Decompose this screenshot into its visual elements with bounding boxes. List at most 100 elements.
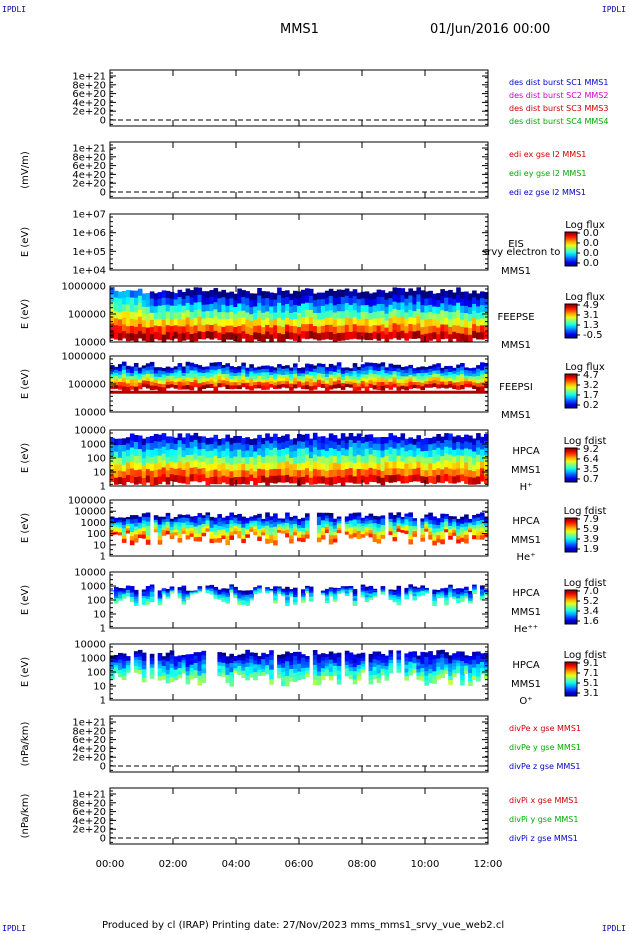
spectrogram-cell bbox=[257, 589, 262, 591]
spectrogram-cell bbox=[432, 436, 437, 444]
spectrogram-cell bbox=[153, 299, 159, 307]
spectrogram-cell bbox=[225, 536, 230, 541]
spectrogram-cell bbox=[428, 516, 433, 521]
spectrogram-cell bbox=[297, 441, 302, 450]
spectrogram-cell bbox=[380, 662, 386, 667]
spectrogram-cell bbox=[213, 362, 219, 367]
spectrogram-cell bbox=[316, 373, 322, 378]
spectrogram-cell bbox=[249, 456, 254, 464]
spectrogram-cell bbox=[340, 590, 346, 592]
spectrogram-cell bbox=[217, 365, 222, 370]
spectrogram-cell bbox=[408, 288, 413, 297]
spectrogram-cell bbox=[368, 526, 374, 531]
spectrogram-cell bbox=[472, 659, 477, 665]
spectrogram-cell bbox=[289, 370, 294, 375]
spectrogram-cell bbox=[114, 596, 119, 599]
spectrogram-cell bbox=[125, 369, 131, 374]
spectrogram-cell bbox=[297, 522, 302, 526]
spectrogram-cell bbox=[356, 454, 362, 463]
spectrogram-cell bbox=[356, 657, 362, 662]
spectrogram-cell bbox=[460, 381, 465, 386]
spectrogram-cell bbox=[201, 325, 207, 333]
spectrogram-cell bbox=[456, 302, 461, 311]
y-tick-label: 8e+20 bbox=[72, 152, 106, 163]
spectrogram-cell bbox=[177, 591, 183, 594]
spectrogram-cell bbox=[340, 433, 346, 442]
spectrogram-cell bbox=[476, 293, 481, 301]
spectrogram-cell bbox=[320, 462, 326, 471]
spectrogram-cell bbox=[460, 449, 465, 457]
spectrogram-cell bbox=[297, 381, 302, 385]
spectrogram-cell bbox=[265, 291, 270, 299]
spectrogram-cell bbox=[328, 539, 334, 545]
spectrogram-cell bbox=[249, 525, 254, 528]
spectrogram-cell bbox=[460, 291, 465, 300]
spectrogram-cell bbox=[261, 382, 266, 387]
spectrogram-cell bbox=[336, 311, 342, 320]
spectrogram-cell bbox=[205, 528, 211, 532]
spectrogram-cell bbox=[177, 668, 183, 672]
spectrogram-cell bbox=[420, 588, 425, 591]
spectrogram-cell bbox=[285, 454, 290, 462]
spectrogram-cell bbox=[253, 464, 258, 472]
spectrogram-cell bbox=[137, 376, 143, 381]
spectrogram-cell bbox=[320, 531, 326, 536]
spectrogram-cell bbox=[161, 588, 167, 590]
spectrogram-cell bbox=[249, 335, 254, 343]
spectrogram-cell bbox=[213, 588, 219, 591]
spectrogram-cell bbox=[281, 654, 286, 660]
spectrogram-cell bbox=[193, 294, 199, 304]
spectrogram-cell bbox=[189, 366, 195, 371]
spectrogram-cell bbox=[312, 365, 318, 370]
spectrogram-cell bbox=[424, 437, 429, 445]
spectrogram-cell bbox=[277, 526, 282, 529]
spectrogram-cell bbox=[352, 324, 358, 332]
spectrogram-cell bbox=[412, 317, 417, 326]
spectrogram-cell bbox=[468, 327, 473, 336]
spectrogram-cell bbox=[201, 524, 207, 528]
spectrogram-cell bbox=[480, 474, 485, 482]
spectrogram-cell bbox=[141, 669, 147, 675]
spectrogram-cell bbox=[480, 535, 485, 540]
spectrogram-cell bbox=[281, 298, 286, 306]
spectrogram-cell bbox=[217, 534, 222, 539]
spectrogram-cell bbox=[237, 531, 242, 535]
y-tick-label: 1000000 bbox=[61, 282, 106, 293]
spectrogram-cell bbox=[241, 524, 246, 529]
spectrogram-cell bbox=[412, 370, 417, 375]
spectrogram-cell bbox=[480, 318, 485, 326]
spectrogram-cell bbox=[197, 666, 203, 672]
spectrogram-cell bbox=[165, 297, 171, 306]
spectrogram-cell bbox=[157, 455, 163, 464]
spectrogram-cell bbox=[420, 668, 425, 673]
spectrogram-cell bbox=[320, 332, 326, 340]
spectrogram-cell bbox=[320, 672, 326, 677]
spectrogram-cell bbox=[344, 665, 350, 670]
spectrogram-cell bbox=[233, 525, 238, 529]
spectrogram-cell bbox=[173, 325, 179, 333]
spectrogram-cell bbox=[285, 365, 290, 369]
spectrogram-cell bbox=[201, 659, 207, 665]
spectrogram-cell bbox=[225, 299, 230, 307]
spectrogram-cell bbox=[420, 521, 425, 526]
spectrogram-cell bbox=[301, 674, 306, 679]
spectrogram-cell bbox=[185, 385, 191, 390]
spectrogram-cell bbox=[177, 518, 183, 523]
spectrogram-cell bbox=[269, 443, 274, 451]
spectrogram-cell bbox=[484, 516, 489, 521]
spectrogram-cell bbox=[241, 438, 246, 446]
spectrogram-cell bbox=[452, 656, 457, 661]
spectrogram-cell bbox=[400, 475, 406, 484]
colorbar-value: 1.7 bbox=[583, 390, 599, 401]
spectrogram-cell bbox=[408, 521, 413, 527]
spectrogram-cell bbox=[265, 534, 270, 540]
spectrogram-cell bbox=[237, 303, 242, 312]
spectrogram-cell bbox=[273, 379, 278, 383]
spectrogram-cell bbox=[340, 367, 346, 372]
spectrogram-cell bbox=[189, 448, 195, 456]
spectrogram-cell bbox=[137, 373, 143, 378]
spectrogram-cell bbox=[420, 534, 425, 539]
spectrogram-cell bbox=[400, 382, 406, 387]
spectrogram-cell bbox=[237, 602, 242, 606]
spectrogram-cell bbox=[157, 380, 163, 385]
